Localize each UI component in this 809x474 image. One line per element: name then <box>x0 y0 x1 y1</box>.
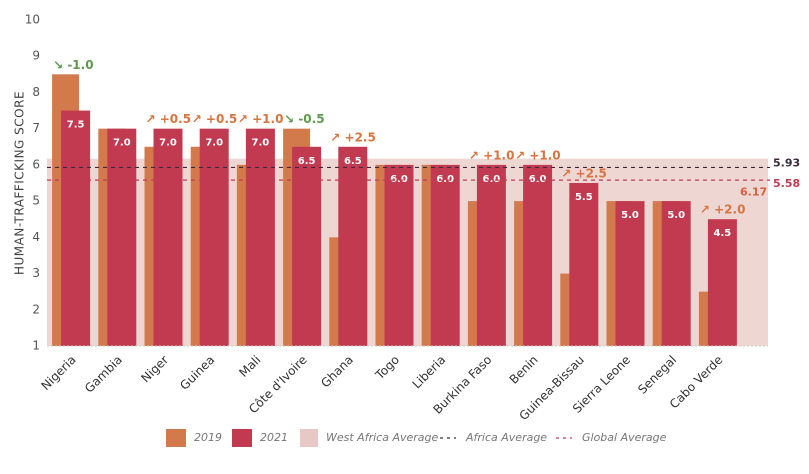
value-label: 6.0 <box>436 174 454 185</box>
x-tick-label: Niger <box>138 353 171 386</box>
x-tick-label: Ghana <box>318 353 356 391</box>
bar-2021 <box>615 201 645 346</box>
legend-swatch <box>300 429 318 447</box>
value-label: 5.5 <box>575 192 593 203</box>
value-label: 4.5 <box>714 228 732 239</box>
value-label: 5.0 <box>667 210 685 221</box>
legend-label: Africa Average <box>465 431 547 444</box>
value-label: 5.0 <box>621 210 639 221</box>
value-label: 7.0 <box>113 138 131 149</box>
x-tick-label: Nigeria <box>38 353 78 393</box>
bar-2021 <box>292 146 322 346</box>
bar-2021 <box>430 164 460 346</box>
average-label: 6.17 <box>740 186 767 199</box>
change-label: ↘ -0.5 <box>284 112 324 126</box>
bar-2021 <box>569 183 599 346</box>
bar-2021 <box>523 164 553 346</box>
bar-2021 <box>153 128 183 346</box>
value-label: 7.0 <box>205 138 223 149</box>
y-tick-label: 7 <box>32 121 40 135</box>
change-label: ↗ +1.0 <box>469 148 515 162</box>
legend-swatch <box>232 429 252 447</box>
x-tick-label: Mali <box>236 353 263 380</box>
bar-2021 <box>107 128 137 346</box>
value-label: 7.0 <box>252 138 270 149</box>
y-tick-label: 1 <box>32 339 40 353</box>
y-tick-label: 3 <box>32 266 40 280</box>
y-tick-label: 9 <box>32 49 40 63</box>
bar-2021 <box>707 219 737 346</box>
value-label: 6.0 <box>390 174 408 185</box>
x-tick-label: Liberia <box>410 353 449 392</box>
average-label: 5.93 <box>773 156 800 169</box>
x-tick-label: Guinea <box>177 353 217 393</box>
y-tick-label: 4 <box>32 230 40 244</box>
change-label: ↗ +0.5 <box>192 112 238 126</box>
y-tick-label: 6 <box>32 157 40 171</box>
change-label: ↗ +2.5 <box>330 130 376 144</box>
change-label: ↗ +2.5 <box>561 167 607 181</box>
value-label: 7.0 <box>159 138 177 149</box>
legend-label: Global Average <box>582 431 667 444</box>
average-label: 5.58 <box>773 177 800 190</box>
y-tick-label: 10 <box>25 13 40 27</box>
x-tick-label: Togo <box>372 353 402 383</box>
change-label: ↘ -1.0 <box>53 58 93 72</box>
value-label: 6.0 <box>529 174 547 185</box>
change-label: ↗ +2.0 <box>700 203 746 217</box>
bar-2021 <box>245 128 275 346</box>
y-axis-label: HUMAN-TRAFFICKING SCORE <box>13 91 27 275</box>
legend-label: 2021 <box>260 431 288 444</box>
x-tick-label: Gambia <box>82 353 125 396</box>
y-tick-label: 2 <box>32 302 40 316</box>
bar-2021 <box>661 201 691 346</box>
legend-swatch <box>166 429 186 447</box>
value-label: 6.5 <box>298 156 316 167</box>
x-tick-label: Senegal <box>635 353 679 397</box>
change-label: ↗ +1.0 <box>515 148 561 162</box>
y-tick-label: 5 <box>32 194 40 208</box>
bar-2021 <box>61 110 91 346</box>
legend-label: 2019 <box>194 431 222 444</box>
bar-2021 <box>338 146 368 346</box>
bar-2021 <box>476 164 506 346</box>
value-label: 7.5 <box>67 120 85 131</box>
change-label: ↗ +1.0 <box>238 112 284 126</box>
x-tick-label: Benin <box>507 353 541 387</box>
legend-label: West Africa Average <box>326 431 438 444</box>
bar-2021 <box>199 128 229 346</box>
value-label: 6.0 <box>483 174 501 185</box>
y-tick-label: 8 <box>32 85 40 99</box>
change-label: ↗ +0.5 <box>146 112 192 126</box>
value-label: 6.5 <box>344 156 362 167</box>
bar-2021 <box>384 164 414 346</box>
